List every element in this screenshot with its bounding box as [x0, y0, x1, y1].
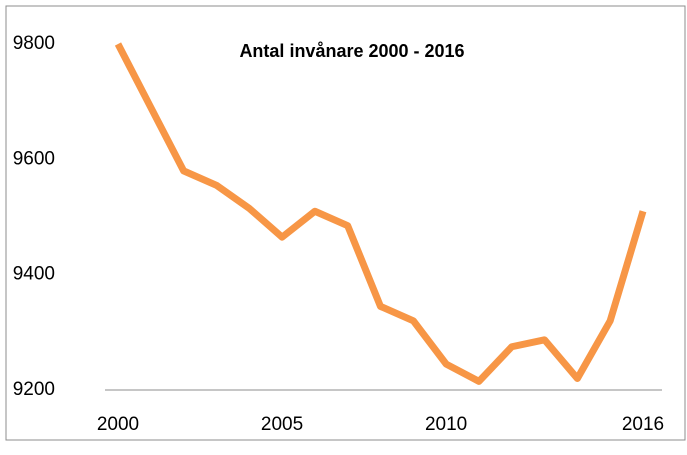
y-tick-label: 9200 — [13, 379, 55, 400]
chart-title: Antal invånare 2000 - 2016 — [239, 41, 464, 61]
x-tick-label: 2010 — [425, 414, 467, 435]
data-line — [114, 42, 647, 385]
x-tick-label: 2016 — [622, 414, 664, 435]
x-tick-label: 2005 — [261, 414, 303, 435]
x-tick-label: 2000 — [97, 414, 139, 435]
y-tick-label: 9600 — [13, 148, 55, 169]
y-tick-label: 9400 — [13, 264, 55, 285]
y-tick-label: 9800 — [13, 33, 55, 54]
